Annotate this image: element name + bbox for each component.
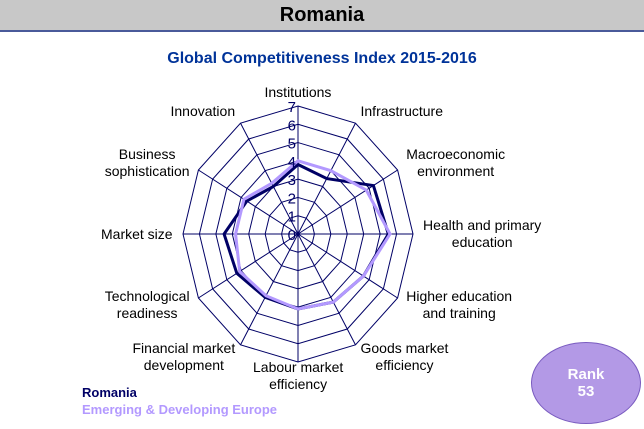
category-label: Health and primary education	[423, 217, 542, 250]
r-tick-label: 4	[288, 154, 296, 171]
r-tick-label: 1	[288, 209, 296, 226]
category-label: Macroeconomic environment	[406, 146, 506, 179]
r-tick-label: 0	[288, 227, 296, 244]
rank-label: Rank	[567, 366, 605, 383]
rank-value: 53	[577, 383, 595, 400]
r-tick-label: 3	[288, 172, 296, 189]
category-label: Institutions	[264, 83, 332, 100]
category-label: Market size	[101, 225, 173, 242]
r-tick-label: 5	[288, 136, 296, 153]
category-label: Infrastructure	[360, 102, 443, 119]
category-label: Financial market development	[132, 339, 236, 373]
rank-badge: Rank 53	[531, 342, 641, 424]
category-label: Business sophistication	[104, 146, 190, 179]
legend-entry: Romania	[82, 385, 137, 400]
category-label: Technological readiness	[104, 288, 190, 321]
legend-entry: Emerging & Developing Europe	[82, 402, 278, 417]
category-label: Labour market efficiency	[253, 359, 344, 392]
spoke	[297, 233, 398, 299]
header: Romania	[0, 0, 644, 32]
spoke	[240, 122, 299, 235]
chart-title: Global Competitiveness Index 2015-2016	[167, 50, 477, 67]
spoke	[198, 233, 299, 299]
series-line	[234, 159, 392, 311]
spoke	[297, 233, 356, 346]
category-label: Higher education and training	[406, 288, 513, 321]
spoke	[240, 233, 299, 346]
spoke	[297, 169, 398, 235]
series-line	[222, 162, 390, 311]
r-tick-label: 7	[288, 99, 296, 116]
category-label: Innovation	[170, 102, 236, 119]
category-label: Goods market efficiency	[360, 339, 449, 373]
r-tick-label: 6	[288, 117, 296, 134]
r-tick-label: 2	[288, 190, 296, 207]
